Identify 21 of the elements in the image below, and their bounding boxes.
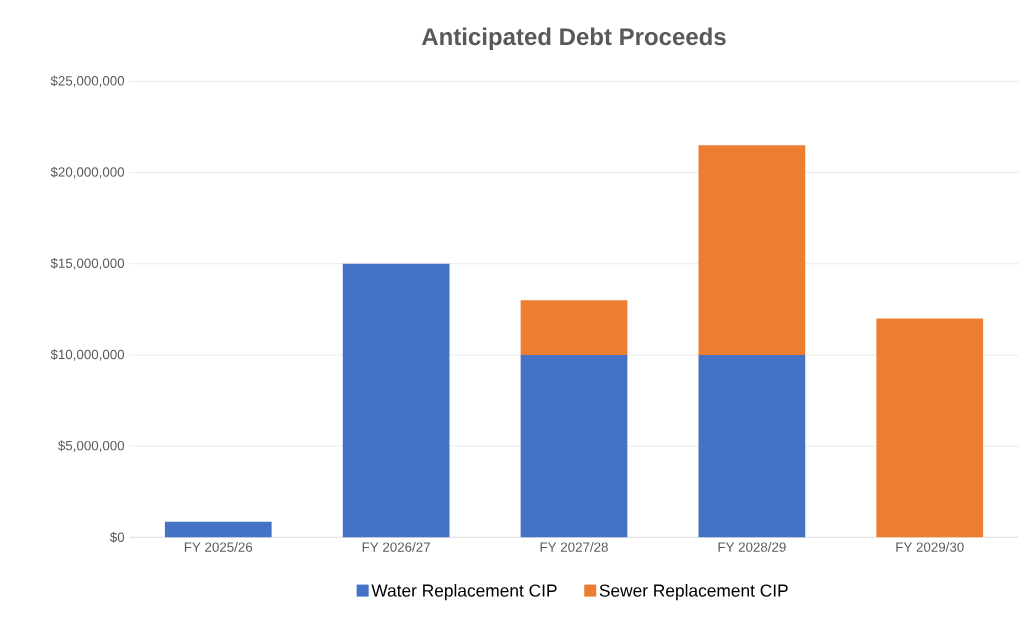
y-tick-label: $0 — [109, 531, 125, 543]
x-tick-label: FY 2026/27 — [362, 542, 430, 552]
bar — [698, 145, 806, 355]
x-tick-label: FY 2028/29 — [718, 542, 786, 552]
bar — [520, 300, 628, 355]
y-tick-label: $25,000,000 — [50, 75, 125, 88]
y-tick-label: $10,000,000 — [50, 349, 125, 361]
bar — [876, 318, 984, 538]
legend-label: Sewer Replacement CIP — [599, 583, 788, 601]
bar — [164, 521, 272, 538]
y-tick-label: $5,000,000 — [58, 440, 125, 452]
x-tick-label: FY 2025/26 — [184, 542, 253, 552]
y-tick-label: $20,000,000 — [50, 166, 125, 179]
bar — [520, 354, 628, 538]
bar — [698, 354, 806, 538]
bar — [342, 263, 450, 538]
chart-title: Anticipated Debt Proceeds — [421, 27, 726, 50]
x-tick-label: FY 2029/30 — [896, 542, 964, 552]
legend-label: Water Replacement CIP — [371, 583, 557, 601]
y-tick-label: $15,000,000 — [50, 257, 125, 270]
x-tick-label: FY 2027/28 — [540, 542, 608, 552]
